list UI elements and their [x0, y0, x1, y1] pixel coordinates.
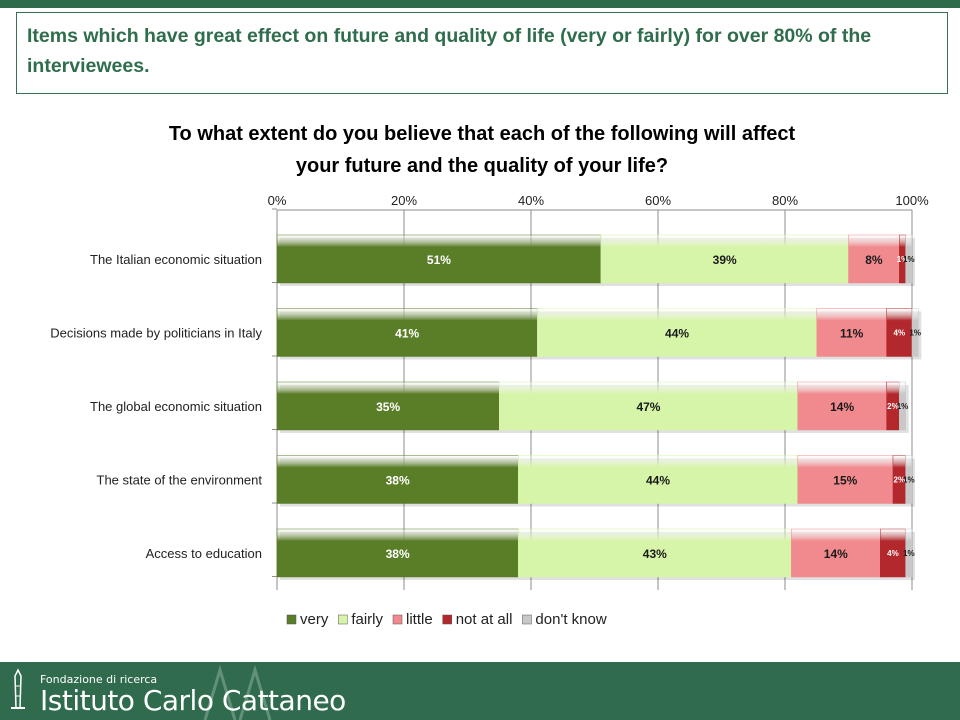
- category-label: The global economic situation: [90, 399, 262, 414]
- x-tick-label: 0%: [268, 193, 287, 208]
- legend-label: little: [406, 611, 433, 628]
- bar-segment-little: [797, 455, 894, 504]
- bar-segment-little: [816, 308, 887, 357]
- legend-label: not at all: [456, 611, 513, 628]
- footer-bar: Fondazione di ricerca Istituto Carlo Cat…: [0, 662, 960, 720]
- bar-segment-fairly: [600, 234, 849, 284]
- logo-name: Istituto Carlo Cattaneo: [40, 684, 346, 717]
- bar-segment-not-at-all: [880, 528, 906, 578]
- bar-segment-little: [791, 528, 881, 578]
- data-label: 1%: [897, 255, 909, 264]
- bar-segment-very: [276, 455, 519, 504]
- data-label: 41%: [395, 327, 419, 341]
- category-label: The Italian economic situation: [90, 252, 262, 267]
- x-tick-label: 20%: [391, 193, 417, 208]
- data-label: 4%: [887, 549, 899, 558]
- data-label: 2%: [887, 402, 899, 411]
- bar-segment-very: [276, 528, 519, 578]
- data-label: 35%: [376, 400, 400, 414]
- chart-title-line: To what extent do you believe that each …: [169, 123, 796, 145]
- lighthouse-logo-icon: [11, 668, 25, 709]
- data-label: 1%: [909, 329, 921, 338]
- data-label: 14%: [824, 547, 848, 561]
- data-label: 8%: [865, 253, 883, 267]
- x-tick-label: 100%: [895, 193, 929, 208]
- bar-segment-very: [276, 381, 500, 431]
- slide-title: Items which have great effect on future …: [27, 25, 872, 77]
- data-label: 1%: [903, 255, 915, 264]
- legend-swatch: [338, 614, 348, 625]
- logo-subtitle: Fondazione di ricerca: [40, 673, 158, 686]
- bar-segment-fairly: [499, 381, 798, 431]
- legend-swatch: [286, 614, 297, 625]
- bar-segment-little: [848, 234, 900, 284]
- data-label: 44%: [665, 327, 689, 341]
- legend-swatch: [442, 614, 452, 625]
- decorative-pattern: [203, 664, 272, 720]
- data-label: 38%: [386, 474, 410, 488]
- legend-swatch: [392, 614, 403, 625]
- x-tick-label: 40%: [518, 193, 544, 208]
- legend-label: fairly: [351, 611, 383, 628]
- data-label: 15%: [833, 474, 857, 488]
- legend-label: very: [300, 611, 329, 628]
- bar-segment-fairly: [518, 528, 792, 578]
- data-label: 47%: [636, 400, 660, 414]
- legend-label: don't know: [535, 611, 606, 628]
- data-label: 51%: [427, 253, 451, 267]
- bar-segment-very: [276, 234, 602, 284]
- chart-title-line: your future and the quality of your life…: [296, 155, 668, 177]
- bar-segment-little: [797, 381, 887, 431]
- bar-segment-fairly: [518, 455, 798, 504]
- data-label: 1%: [903, 476, 915, 485]
- bar-segment-don-t-know: [905, 455, 913, 504]
- data-label: 39%: [713, 253, 737, 267]
- x-tick-label: 80%: [772, 193, 798, 208]
- bar-segment-don-t-know: [905, 528, 913, 578]
- data-label: 43%: [643, 547, 667, 561]
- data-label: 2%: [894, 476, 906, 485]
- data-label: 1%: [897, 402, 909, 411]
- legend-swatch: [522, 614, 532, 625]
- bar-segment-fairly: [537, 308, 817, 357]
- data-label: 14%: [830, 400, 854, 414]
- stacked-bar-chart: To what extent do you believe that each …: [50, 123, 929, 628]
- data-label: 1%: [903, 549, 915, 558]
- slide-title-box: Items which have great effect on future …: [16, 12, 948, 94]
- bar-segment-don-t-know: [899, 381, 906, 431]
- data-label: 11%: [840, 327, 864, 341]
- bar-segment-don-t-know: [911, 308, 919, 357]
- x-tick-label: 60%: [645, 193, 671, 208]
- bar-segment-don-t-know: [905, 234, 913, 284]
- category-label: Access to education: [146, 546, 262, 561]
- bar-segment-very: [276, 308, 538, 357]
- category-label: Decisions made by politicians in Italy: [50, 326, 262, 341]
- data-label: 44%: [646, 474, 670, 488]
- top-accent-bar: [0, 0, 960, 8]
- data-label: 38%: [386, 547, 410, 561]
- data-label: 4%: [894, 329, 906, 338]
- category-label: The state of the environment: [97, 473, 263, 488]
